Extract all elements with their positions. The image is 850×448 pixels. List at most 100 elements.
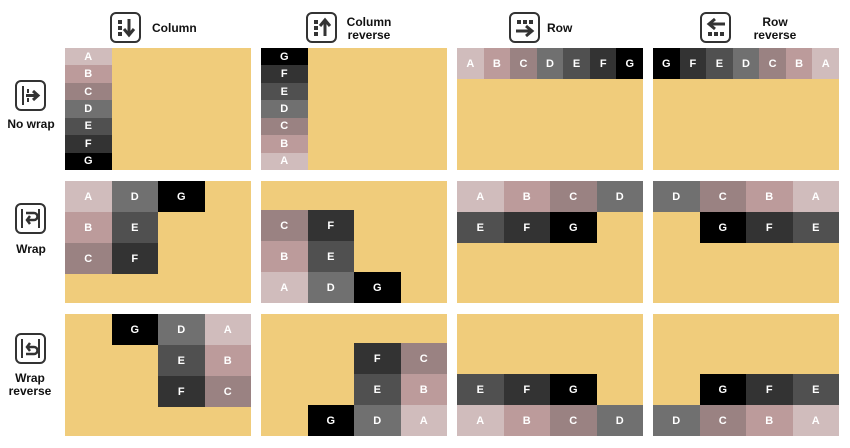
flex-item: D — [732, 48, 760, 79]
flex-item: B — [204, 345, 251, 376]
flex-item: F — [503, 374, 550, 405]
flex-item: B — [746, 405, 793, 436]
flex-item: G — [354, 272, 401, 303]
flex-item: E — [354, 374, 401, 405]
flex-item: D — [653, 405, 700, 436]
flex-item: C — [550, 405, 597, 436]
flex-item: B — [400, 374, 447, 405]
flex-item: G — [616, 48, 644, 79]
flex-item: A — [65, 48, 112, 66]
flex-item: A — [65, 181, 112, 212]
flex-item: D — [354, 405, 401, 436]
flex-item: A — [457, 48, 484, 79]
arrow-right-icon — [509, 12, 540, 43]
flex-item: F — [354, 343, 401, 374]
flex-item: A — [204, 314, 251, 345]
flex-item: A — [261, 272, 308, 303]
flex-item: G — [699, 374, 746, 405]
flex-item: B — [483, 48, 511, 79]
flex-item: B — [746, 181, 793, 212]
wrap-reverse-icon — [15, 333, 46, 364]
column-header-label: Row — [547, 21, 573, 35]
flex-item: F — [679, 48, 707, 79]
flex-item: D — [158, 314, 205, 345]
flex-item: C — [699, 405, 746, 436]
flex-item: A — [812, 48, 839, 79]
flex-item: C — [400, 343, 447, 374]
flex-item: E — [65, 117, 112, 136]
flex-item: G — [550, 374, 597, 405]
flex-item: F — [111, 243, 158, 274]
flex-item: E — [111, 212, 158, 243]
flex-item: D — [261, 100, 308, 118]
flex-item: D — [596, 405, 643, 436]
flex-item: C — [699, 181, 746, 212]
flex-item: B — [503, 181, 550, 212]
row-header-label: No wrap — [7, 117, 55, 131]
flex-item: A — [457, 405, 504, 436]
column-header-label: Row reverse — [753, 15, 797, 42]
flex-item: E — [792, 212, 839, 243]
wrap-icon — [15, 203, 46, 234]
flex-item: G — [699, 212, 746, 243]
flex-item: F — [65, 135, 112, 153]
flex-item: F — [746, 374, 793, 405]
flex-item: G — [111, 314, 158, 345]
flex-item: D — [111, 181, 158, 212]
flex-item: D — [653, 181, 700, 212]
flex-item: C — [204, 376, 251, 407]
flex-item: E — [563, 48, 590, 79]
flex-item: E — [457, 374, 504, 405]
flex-item: F — [261, 65, 308, 83]
flex-item: F — [158, 376, 205, 407]
flex-item: G — [307, 405, 354, 436]
flex-item: C — [261, 210, 308, 241]
flex-item: C — [65, 243, 112, 274]
flex-item: F — [746, 212, 793, 243]
flex-item: C — [550, 181, 597, 212]
flex-item: G — [65, 152, 112, 170]
arrow-up-icon — [306, 12, 337, 43]
flex-item: B — [261, 241, 308, 272]
flex-item: C — [510, 48, 537, 79]
flex-item: G — [652, 48, 680, 79]
arrow-down-icon — [110, 12, 141, 43]
flex-item: C — [261, 117, 308, 136]
flex-item: E — [706, 48, 733, 79]
no-wrap-icon — [15, 80, 46, 111]
row-header-label: Wrap reverse — [8, 371, 52, 398]
row-header-label: Wrap — [16, 242, 46, 256]
flex-item: A — [400, 405, 447, 436]
flex-item: D — [596, 181, 643, 212]
flex-item: E — [792, 374, 839, 405]
flex-item: B — [65, 212, 112, 243]
flex-item: C — [65, 82, 112, 101]
flex-item: B — [261, 135, 308, 153]
flex-item: B — [503, 405, 550, 436]
flex-item: G — [550, 212, 597, 243]
flex-item: G — [261, 48, 308, 66]
flex-item: E — [158, 345, 205, 376]
flex-item: A — [792, 181, 839, 212]
flex-item: B — [785, 48, 813, 79]
flex-item: F — [503, 212, 550, 243]
flex-item: C — [759, 48, 786, 79]
flex-item: A — [457, 181, 504, 212]
flex-item: E — [307, 241, 354, 272]
flex-item: A — [261, 152, 308, 170]
flex-item: D — [536, 48, 564, 79]
column-header-label: Column reverse — [346, 15, 392, 42]
flex-item: B — [65, 65, 112, 83]
flex-item: D — [65, 100, 112, 118]
